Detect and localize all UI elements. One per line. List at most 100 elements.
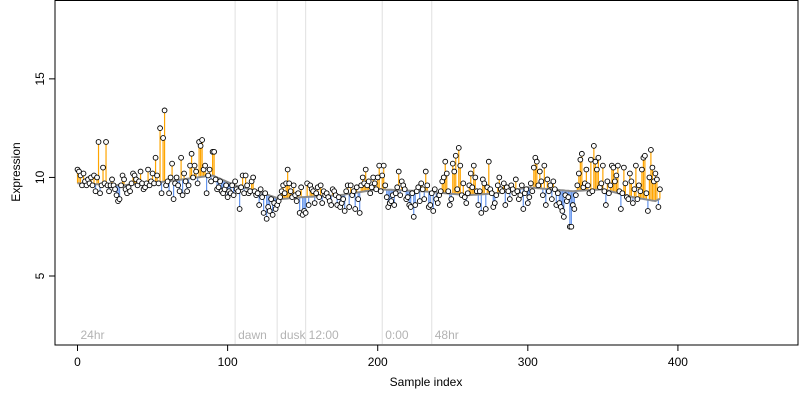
- data-point: [355, 196, 362, 202]
- data-point: [217, 178, 223, 185]
- y-tick-label: 10: [33, 170, 47, 184]
- data-point: [481, 180, 488, 187]
- data-point: [631, 186, 638, 193]
- data-point: [191, 162, 198, 169]
- data-point: [494, 182, 501, 189]
- data-point: [290, 182, 297, 189]
- data-point: [235, 188, 241, 195]
- data-point: [394, 184, 401, 191]
- data-point: [152, 154, 159, 161]
- data-point: [377, 188, 384, 195]
- data-point: [612, 178, 618, 185]
- data-point: [260, 210, 267, 216]
- data-point: [203, 190, 210, 197]
- data-point: [286, 180, 293, 187]
- data-point: [328, 202, 335, 208]
- data-point: [179, 192, 186, 199]
- data-point: [205, 172, 211, 179]
- data-point: [100, 164, 106, 171]
- data-point: [520, 206, 527, 212]
- y-axis-label: Expression: [9, 142, 23, 201]
- condition-label: 12:00: [309, 328, 339, 342]
- data-point: [380, 162, 387, 169]
- data-point: [353, 184, 360, 191]
- data-point: [197, 143, 204, 149]
- data-point: [343, 188, 350, 195]
- data-point: [121, 176, 127, 183]
- data-point: [109, 176, 115, 183]
- data-point: [573, 192, 579, 199]
- data-point: [451, 168, 458, 175]
- data-point: [633, 162, 639, 169]
- data-point: [613, 172, 620, 179]
- x-axis: 0 100 200 300 400: [74, 344, 688, 369]
- data-point: [319, 200, 326, 206]
- x-tick-label: 100: [218, 355, 238, 369]
- data-point: [373, 186, 380, 193]
- data-point: [391, 202, 398, 208]
- data-point: [464, 190, 471, 197]
- data-point: [488, 190, 495, 197]
- data-point: [654, 176, 660, 183]
- data-point: [161, 107, 168, 114]
- data-point: [395, 168, 402, 175]
- data-point: [80, 170, 87, 177]
- data-point: [422, 168, 429, 175]
- data-point: [242, 172, 249, 179]
- data-point: [155, 180, 162, 187]
- data-point: [340, 196, 347, 202]
- y-axis: 5 10 15: [33, 72, 56, 279]
- x-axis-label: Sample index: [390, 375, 463, 389]
- data-point: [598, 180, 605, 187]
- data-point: [259, 194, 265, 200]
- data-point: [574, 182, 581, 189]
- data-point: [437, 188, 444, 195]
- data-point: [250, 174, 256, 181]
- y-tick-label: 5: [33, 272, 47, 279]
- data-point: [604, 178, 611, 185]
- data-point: [356, 210, 363, 216]
- data-point: [199, 137, 205, 143]
- data-point: [154, 172, 160, 179]
- data-point: [428, 190, 435, 197]
- data-point: [202, 162, 208, 169]
- data-point: [223, 182, 229, 189]
- x-tick-label: 400: [668, 355, 688, 369]
- data-point: [194, 180, 201, 187]
- data-point: [470, 162, 477, 169]
- data-point: [538, 178, 545, 185]
- data-point: [585, 182, 591, 189]
- data-point: [94, 174, 100, 181]
- data-point: [646, 174, 653, 181]
- data-point: [232, 178, 238, 185]
- data-point: [188, 150, 195, 157]
- data-point: [229, 182, 235, 189]
- data-point: [637, 188, 644, 195]
- data-point: [415, 184, 422, 191]
- data-point: [416, 198, 423, 204]
- data-point: [367, 190, 374, 197]
- data-point: [97, 190, 103, 197]
- data-point: [166, 190, 172, 197]
- data-point: [170, 196, 177, 202]
- data-point: [517, 192, 524, 199]
- data-point: [502, 202, 509, 208]
- data-point: [184, 188, 190, 195]
- data-point: [500, 180, 507, 187]
- data-point: [305, 202, 312, 208]
- data-point: [576, 170, 582, 177]
- data-point: [530, 164, 537, 171]
- data-point: [89, 182, 96, 189]
- data-point: [475, 202, 482, 208]
- data-point: [547, 182, 554, 189]
- data-point: [589, 188, 596, 195]
- data-point: [269, 212, 276, 218]
- data-point: [431, 186, 438, 193]
- data-point: [452, 152, 459, 159]
- data-point: [293, 198, 300, 204]
- data-point: [445, 188, 452, 195]
- data-point: [472, 174, 479, 181]
- data-point: [211, 148, 217, 155]
- data-point: [388, 198, 395, 204]
